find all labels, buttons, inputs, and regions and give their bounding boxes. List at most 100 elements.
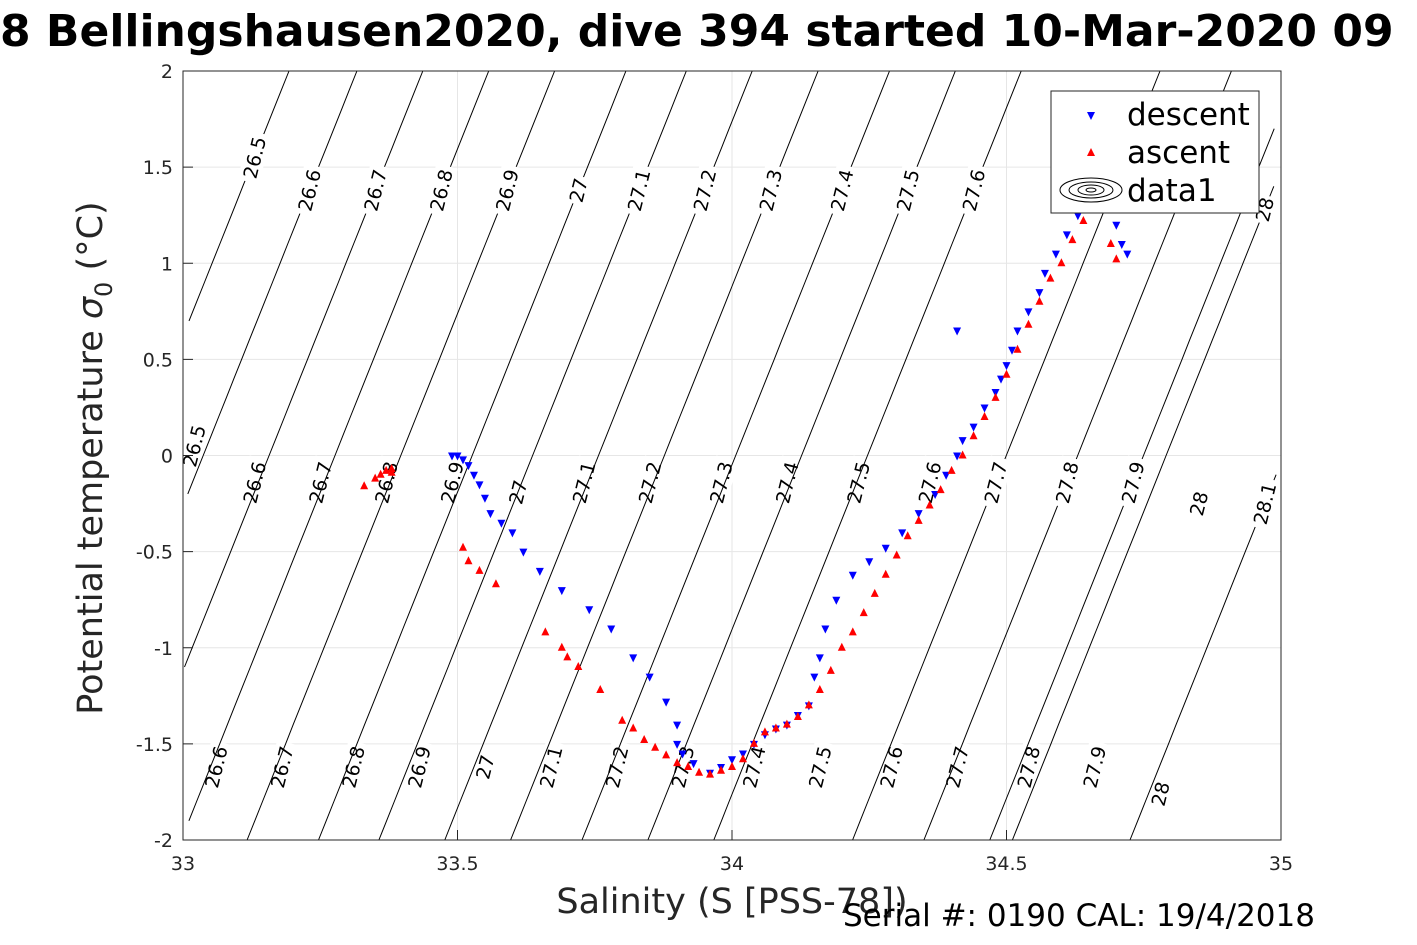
contour-label: 26.5 — [179, 423, 211, 469]
contour-label-bg — [435, 455, 469, 510]
contour-label: 27.9 — [1080, 744, 1112, 790]
descent-point — [585, 606, 594, 615]
contour-label-bg — [890, 163, 925, 218]
descent-point — [448, 452, 457, 461]
y-tick-label: 1.5 — [143, 157, 173, 179]
contour-label: 27.5 — [805, 744, 837, 790]
contour-label: 26.9 — [492, 167, 524, 213]
ascent-point — [749, 738, 758, 747]
ascent-point — [1035, 296, 1044, 305]
ascent-point — [360, 481, 369, 490]
contour-line-26-7 — [184, 70, 424, 668]
descent-point — [480, 494, 489, 503]
x-tick-label: 34 — [720, 853, 744, 875]
contour-label-bg — [534, 740, 568, 794]
y-tick-label: 0.5 — [143, 349, 173, 371]
ascent-point — [717, 765, 726, 774]
contour-label: 27.7 — [981, 459, 1013, 505]
legend-descent-label: descent — [1127, 97, 1250, 133]
descent-point — [832, 596, 841, 605]
ascent-point — [1002, 369, 1011, 378]
descent-point — [1123, 250, 1132, 259]
ascent-point — [651, 742, 660, 751]
ascent-point — [541, 627, 550, 636]
contour-label: 27.8 — [1014, 744, 1046, 790]
ascent-point — [557, 642, 566, 651]
descent-point — [1062, 231, 1071, 240]
descent-point — [881, 544, 890, 553]
contour-label-bg — [737, 740, 771, 794]
legend-ascent-label: ascent — [1127, 135, 1230, 171]
contour-label: 26.6 — [294, 167, 326, 213]
contour-label: 27 — [505, 478, 532, 507]
contour-label-bg — [874, 740, 908, 794]
contour-label-bg — [1146, 777, 1175, 811]
ascent-point — [903, 531, 912, 540]
ascent-point — [760, 727, 769, 736]
contour-label-bg — [1116, 455, 1150, 510]
ascent-point — [848, 627, 857, 636]
y-tick-label: -0.5 — [136, 542, 173, 564]
contour-label: 27.1 — [569, 459, 601, 505]
contour-label-bg — [358, 163, 392, 218]
descent-point — [969, 423, 978, 432]
contour-label: 26.8 — [371, 459, 403, 505]
contour-label: 26.7 — [360, 167, 392, 213]
descent-point — [914, 510, 923, 519]
contour-label-bg — [1011, 740, 1046, 794]
y-tick-label: -1.5 — [136, 734, 173, 756]
ascent-point — [662, 750, 671, 759]
descent-point — [689, 760, 698, 769]
contour-label-bg — [621, 163, 656, 218]
legend: descent ascent data1 — [1050, 90, 1260, 214]
contour-label-bg — [1077, 740, 1112, 794]
contour-label-bg — [369, 455, 403, 510]
descent-point — [519, 548, 528, 557]
x-tick-label: 33.5 — [436, 853, 478, 875]
descent-point — [1024, 308, 1033, 317]
ascent-point — [618, 715, 627, 724]
contour-label: 27.1 — [536, 744, 568, 790]
contour-label-bg — [490, 163, 524, 218]
descent-point — [728, 756, 736, 765]
x-tick-label: 35 — [1269, 853, 1293, 875]
contour-label-bg — [841, 455, 875, 510]
contour-label-bg — [199, 740, 233, 794]
contour-label: 27.3 — [756, 167, 788, 213]
contour-label: 26.8 — [426, 167, 458, 213]
contour-label: 27.3 — [706, 459, 738, 505]
contour-label: 26.9 — [404, 744, 436, 790]
contour-label: 27.2 — [635, 459, 667, 505]
x-axis-label: Salinity (S [PSS-78]) — [556, 882, 907, 922]
contour-line-26-5 — [188, 70, 290, 322]
descent-point — [898, 529, 907, 538]
contour-line-26-6 — [187, 70, 358, 495]
descent-point — [958, 437, 967, 446]
contour-label-bg — [912, 455, 947, 510]
contour-label-bg — [632, 455, 667, 510]
contour-label-bg — [402, 740, 436, 794]
descent-point — [1112, 221, 1121, 230]
ascent-point — [969, 431, 978, 440]
ascent-point — [695, 767, 704, 776]
ascent-point — [936, 485, 945, 494]
contour-label: 27.5 — [893, 167, 925, 213]
axes: 33 33.5 34 34.5 35 -2 -1.5 -1 -0.5 0 0.5 1 1.5 2 — [136, 61, 1293, 875]
ascent-point — [458, 542, 467, 551]
contour-label-bg — [1184, 487, 1213, 520]
contour-label-bg — [978, 455, 1013, 510]
serial-footer: Serial #: 0190 CAL: 19/4/2018 — [843, 898, 1315, 934]
descent-point — [1051, 250, 1060, 259]
contour-label-bg — [687, 163, 722, 218]
contour-label: 26.5 — [240, 135, 272, 181]
contour-label-bg — [753, 163, 788, 218]
contour-label-bg — [1050, 455, 1084, 510]
contour-label: 27.6 — [959, 167, 991, 213]
contour-line-28-1 — [1129, 474, 1277, 841]
contour-label: 27.1 — [624, 167, 656, 213]
contour-label: 27.6 — [915, 459, 947, 505]
ascent-point — [991, 392, 1000, 401]
descent-point — [1073, 212, 1082, 221]
descent-point — [1013, 327, 1022, 336]
contour-label: 28 — [1186, 489, 1213, 518]
